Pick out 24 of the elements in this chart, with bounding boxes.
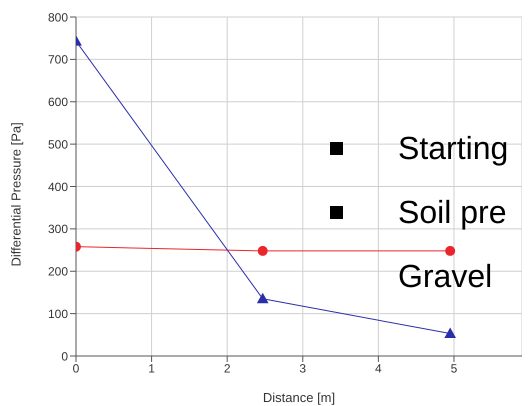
y-tick-label: 300 — [48, 222, 68, 236]
y-tick-label: 600 — [48, 95, 68, 110]
x-axis-title: Distance [m] — [262, 390, 336, 405]
point — [257, 293, 268, 304]
x-tick-label: 2 — [224, 362, 231, 376]
y-tick-label: 700 — [48, 52, 68, 67]
y-tick-label: 0 — [61, 349, 68, 364]
y-tick-label: 800 — [48, 10, 68, 24]
y-tick-label: 200 — [48, 264, 68, 279]
y-tick-label: 100 — [48, 306, 68, 321]
annotation: Gravel — [398, 258, 492, 294]
y-axis-title: Differential Pressure [Pa] — [8, 122, 24, 266]
x-tick-label: 0 — [72, 362, 80, 376]
point — [444, 328, 456, 338]
x-tick-label: 5 — [450, 362, 458, 376]
annotation: Starting — [398, 130, 508, 166]
x-tick-label: 4 — [375, 362, 382, 376]
point — [445, 246, 456, 256]
y-tick-label: 500 — [48, 137, 68, 152]
annotation: Soil pre — [398, 194, 506, 230]
y-tick-label: 400 — [48, 180, 68, 194]
x-tick-label: 3 — [299, 362, 306, 376]
point — [258, 246, 268, 256]
x-tick-label: 1 — [148, 362, 156, 376]
